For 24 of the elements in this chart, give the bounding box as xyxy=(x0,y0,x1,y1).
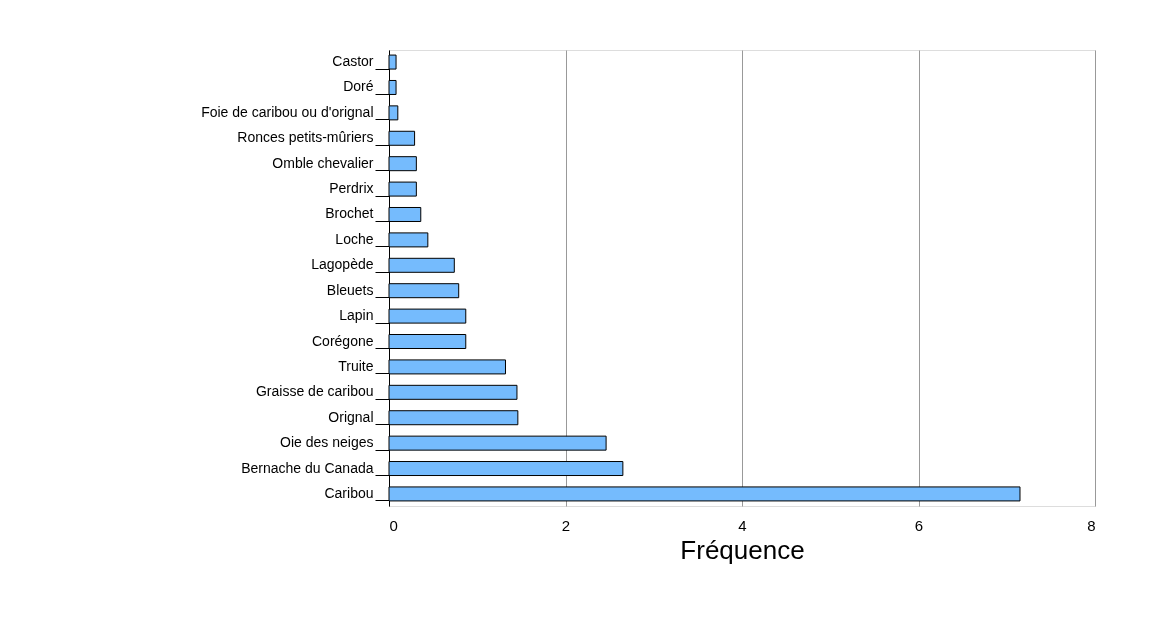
y-tick-label: Bleuets xyxy=(326,281,374,298)
y-tick-label: Bernache du Canada xyxy=(241,459,374,476)
y-tick-label: Lagopède xyxy=(311,256,374,273)
y-tick-label: Graisse de caribou xyxy=(255,383,374,400)
y-tick-label: Perdrix xyxy=(329,180,374,197)
y-tick-label: Corégone xyxy=(312,332,374,349)
x-axis-title: Fréquence xyxy=(680,534,805,565)
x-tick-label: 2 xyxy=(561,516,571,534)
y-tick-label: Brochet xyxy=(325,205,374,222)
y-tick-label: Castor xyxy=(332,53,374,70)
y-tick-label: Foie de caribou ou d'orignal xyxy=(201,103,374,120)
y-tick-label: Loche xyxy=(335,230,374,247)
y-tick-label: Omble chevalier xyxy=(272,154,374,171)
y-tick-label: Lapin xyxy=(339,307,374,324)
x-tick-label: 0 xyxy=(389,516,398,534)
x-tick-label: 6 xyxy=(914,516,924,534)
y-tick-label: Caribou xyxy=(324,484,374,501)
x-tick-label: 8 xyxy=(1087,516,1096,534)
y-tick-label: Oie des neiges xyxy=(280,434,374,451)
y-tick-label: Truite xyxy=(338,357,374,374)
y-tick-label: Orignal xyxy=(328,408,374,425)
x-tick-label: 4 xyxy=(738,516,747,534)
y-tick-label: Ronces petits-mûriers xyxy=(237,129,374,146)
y-tick-label: Doré xyxy=(343,78,374,95)
